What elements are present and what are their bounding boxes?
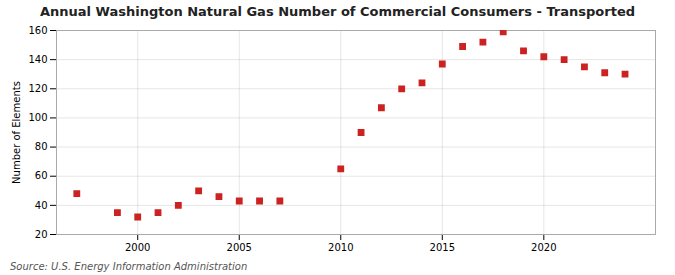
svg-text:2015: 2015	[430, 242, 455, 253]
svg-text:60: 60	[35, 170, 48, 181]
svg-text:2005: 2005	[227, 242, 252, 253]
svg-text:140: 140	[28, 54, 47, 65]
html-text:Source: U.S. Energy Informatio: Source: U.S. Energy Information Administ…	[10, 261, 248, 272]
svg-text:80: 80	[35, 141, 48, 152]
svg-text:160: 160	[28, 25, 47, 36]
html-text:Annual Washington Natural Gas: Annual Washington Natural Gas Number of …	[40, 4, 635, 19]
svg-text:2000: 2000	[125, 242, 150, 253]
svg-text:40: 40	[35, 200, 48, 211]
svg-text:2020: 2020	[531, 242, 556, 253]
svg-text:20: 20	[35, 229, 48, 240]
svg-text:Number of Elements: Number of Elements	[11, 81, 22, 184]
svg-text:100: 100	[28, 112, 47, 123]
svg-text:2010: 2010	[328, 242, 353, 253]
svg-text:120: 120	[28, 83, 47, 94]
